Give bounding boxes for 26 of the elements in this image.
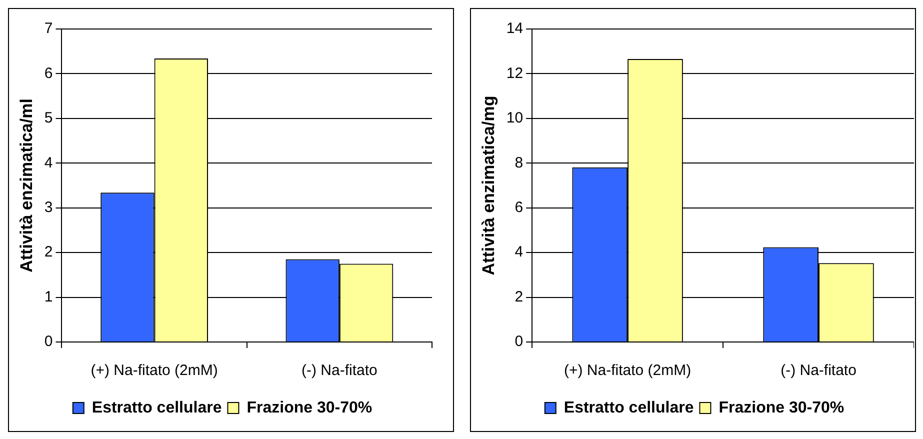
x-tick-label: (-) Na-fitato [780,362,856,380]
legend-label: Estratto cellulare [92,399,222,416]
y-tick-label: 4 [514,244,524,261]
y-axis-title: Attività enzimatica/ml [16,98,36,272]
y-tick-label: 0 [44,333,53,350]
y-tick-label: 14 [506,20,524,38]
y-tick-label: 1 [44,288,53,306]
y-tick-label: 7 [44,20,53,38]
y-axis-title: Attività enzimatica/mg [478,96,498,276]
x-tick-label: (+) Na-fitato (2mM) [90,362,218,380]
x-tick-label: (+) Na-fitato (2mM) [564,362,692,380]
y-tick-label: 6 [514,199,524,216]
legend-label: Frazione 30-70% [246,399,372,416]
legend-label: Estratto cellulare [564,399,694,416]
y-tick-label: 2 [514,288,524,306]
y-tick-label: 3 [44,199,53,216]
legend-label: Frazione 30-70% [718,399,844,416]
y-tick-label: 12 [506,64,524,82]
y-tick-label: 2 [44,244,53,261]
y-tick-label: 0 [514,333,524,350]
y-tick-label: 5 [44,110,53,127]
y-tick-label: 8 [514,154,524,172]
x-tick-label: (-) Na-fitato [302,362,378,380]
y-tick-label: 4 [44,154,53,172]
y-tick-label: 10 [506,110,524,127]
y-tick-label: 6 [44,64,53,82]
